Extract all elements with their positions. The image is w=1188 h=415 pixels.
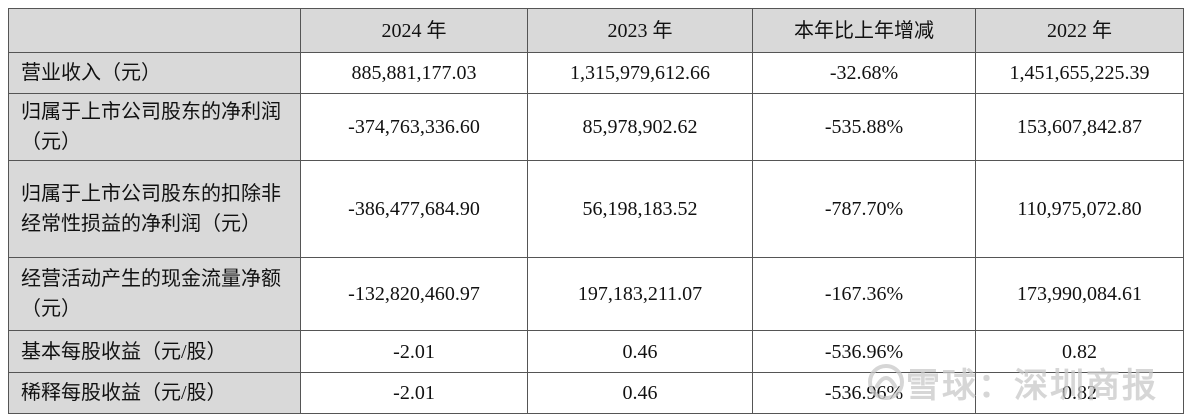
value-cell: -2.01: [300, 330, 528, 373]
header-cell: 2024 年: [300, 8, 528, 53]
value-cell: 173,990,084.61: [975, 257, 1184, 331]
value-cell: 0.82: [975, 330, 1184, 373]
watermark-logo: [868, 364, 904, 400]
value-cell: 110,975,072.80: [975, 160, 1184, 258]
value-cell: 1,315,979,612.66: [527, 52, 753, 94]
row-label: 基本每股收益（元/股）: [8, 330, 301, 373]
row-label: 稀释每股收益（元/股）: [8, 372, 301, 414]
header-cell: 本年比上年增减: [752, 8, 976, 53]
table-row: 归属于上市公司股东的净利润（元） -374,763,336.60 85,978,90…: [8, 93, 1184, 161]
table-row: 营业收入（元） 885,881,177.03 1,315,979,612.66 -32…: [8, 52, 1184, 94]
value-cell: -535.88%: [752, 93, 976, 161]
row-label: 归属于上市公司股东的净利润（元）: [8, 93, 301, 161]
value-cell: -386,477,684.90: [300, 160, 528, 258]
value-cell: -132,820,460.97: [300, 257, 528, 331]
value-cell: 56,198,183.52: [527, 160, 753, 258]
header-row: 2024 年 2023 年本年比上年增减 2022 年: [8, 8, 1184, 53]
row-label: 营业收入（元）: [8, 52, 301, 94]
header-cell: 2023 年: [527, 8, 753, 53]
header-cell: 2022 年: [975, 8, 1184, 53]
value-cell: 1,451,655,225.39: [975, 52, 1184, 94]
value-cell: 0.46: [527, 372, 753, 414]
value-cell: 0.82: [975, 372, 1184, 414]
value-cell: -374,763,336.60: [300, 93, 528, 161]
value-cell: -2.01: [300, 372, 528, 414]
table-row: 经营活动产生的现金流量净额（元） -132,820,460.97 197,183,2…: [8, 257, 1184, 331]
value-cell: 197,183,211.07: [527, 257, 753, 331]
header-cell: [8, 8, 301, 53]
financial-table: 2024 年 2023 年本年比上年增减 2022 年营业收入（元） 885,881,…: [8, 8, 1184, 414]
value-cell: 85,978,902.62: [527, 93, 753, 161]
value-cell: -167.36%: [752, 257, 976, 331]
watermark: 雪球：深圳商报: [906, 366, 1158, 406]
value-cell: 885,881,177.03: [300, 52, 528, 94]
value-cell: -32.68%: [752, 52, 976, 94]
table-row: 基本每股收益（元/股） -2.01 0.46 -536.96% 0.82: [8, 330, 1184, 373]
value-cell: 153,607,842.87: [975, 93, 1184, 161]
row-label: 归属于上市公司股东的扣除非经常性损益的净利润（元）: [8, 160, 301, 258]
value-cell: 0.46: [527, 330, 753, 373]
table-row: 归属于上市公司股东的扣除非经常性损益的净利润（元） -386,477,684.90…: [8, 160, 1184, 258]
row-label: 经营活动产生的现金流量净额（元）: [8, 257, 301, 331]
table-row: 稀释每股收益（元/股） -2.01 0.46 -536.96% 0.82: [8, 372, 1184, 414]
value-cell: -787.70%: [752, 160, 976, 258]
